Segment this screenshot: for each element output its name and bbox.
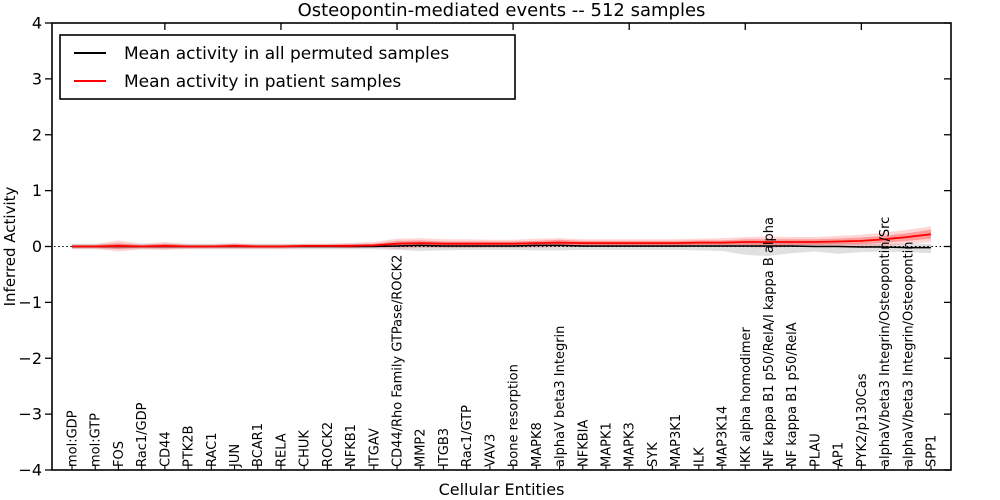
y-axis-label: Inferred Activity	[1, 186, 19, 306]
legend-label: Mean activity in patient samples	[124, 72, 401, 92]
y-tick-label: −1	[18, 293, 42, 312]
x-category-label: SYK	[646, 442, 661, 467]
x-category-label: FOS	[112, 441, 127, 467]
x-category-label: MAPK3	[623, 422, 638, 467]
x-category-label: MAPK1	[599, 422, 614, 467]
x-category-label: CHUK	[298, 430, 313, 467]
y-tick-label: 1	[32, 181, 42, 200]
x-category-label: RELA	[274, 433, 289, 467]
x-category-label: BCAR1	[251, 423, 266, 467]
x-category-label: MMP2	[414, 428, 429, 467]
x-category-label: ROCK2	[321, 422, 336, 467]
y-tick-label: 4	[32, 14, 42, 33]
y-tick-label: 3	[32, 69, 42, 88]
x-category-label: CD44/Rho Family GTPase/ROCK2	[391, 255, 406, 467]
x-category-label: RAC1	[205, 432, 220, 467]
y-tick-label: 2	[32, 125, 42, 144]
x-category-label: NFKBIA	[576, 420, 591, 467]
x-axis-label: Cellular Entities	[439, 480, 565, 499]
y-tick-label: −2	[18, 349, 42, 368]
x-category-label: bone resorption	[507, 364, 522, 467]
patient-mean-line	[72, 233, 932, 248]
x-category-label: IKK alpha homodimer	[739, 326, 754, 467]
x-category-label: alphaV beta3 Integrin	[553, 326, 568, 467]
x-category-label: Rac1/GDP	[135, 402, 150, 467]
x-category-label: NFKB1	[344, 424, 359, 467]
y-tick-label: −3	[18, 405, 42, 424]
x-category-label: mol:GTP	[89, 413, 104, 467]
x-category-label: mol:GDP	[66, 410, 81, 467]
chart-title: Osteopontin-mediated events -- 512 sampl…	[298, 0, 706, 21]
legend-label: Mean activity in all permuted samples	[124, 44, 449, 64]
x-category-label: PLAU	[808, 433, 823, 467]
y-tick-label: −4	[18, 461, 42, 480]
x-category-label: NF kappa B1 p50/RelA	[785, 322, 800, 467]
patient-mean-band-patient-spread-inner	[72, 229, 931, 249]
x-category-label: JUN	[228, 444, 243, 468]
x-category-label: ITGAV	[367, 428, 382, 467]
x-category-label: alphaV/beta3 Integrin/Osteopontin	[901, 242, 916, 467]
x-category-label: alphaV/beta3 Integrin/Osteopontin/Src	[878, 217, 893, 467]
x-category-label: Rac1/GTP	[460, 405, 475, 467]
x-category-label: CD44	[158, 431, 173, 467]
x-category-label: NF kappa B1 p50/RelA/I kappa B alpha	[762, 217, 777, 467]
x-category-label: MAP3K14	[716, 406, 731, 467]
x-category-label: PYK2/p130Cas	[855, 373, 870, 467]
x-category-label: AP1	[832, 442, 847, 467]
x-category-label: PTK2B	[182, 426, 197, 468]
x-category-label: ITGB3	[437, 428, 452, 467]
legend-box	[59, 34, 516, 100]
x-category-label: ILK	[692, 447, 707, 467]
x-category-label: SPP1	[925, 435, 940, 467]
x-category-label: MAPK8	[530, 422, 545, 467]
x-category-label: VAV3	[483, 434, 498, 467]
x-category-label: MAP3K1	[669, 414, 684, 467]
y-tick-label: 0	[32, 237, 42, 256]
legend: Mean activity in all permuted samples Mea…	[59, 34, 516, 100]
